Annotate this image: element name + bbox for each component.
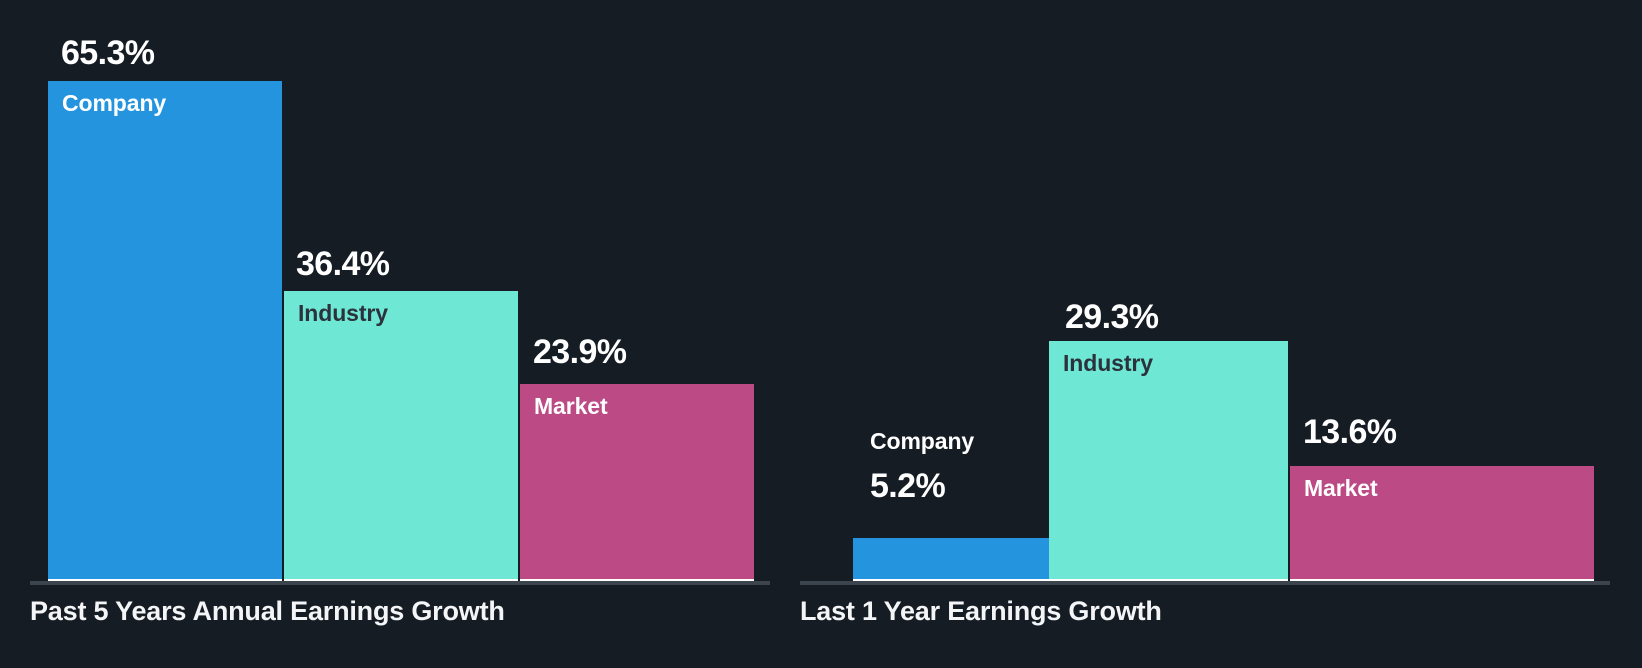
bar-market-right[interactable]: Market: [1290, 466, 1594, 583]
bar-value-market-right: 13.6%: [1303, 413, 1397, 451]
bar-company-left[interactable]: Company: [48, 81, 282, 583]
bar-label-company-left: Company: [62, 90, 167, 116]
axis-baseline-right: [800, 581, 1610, 585]
bar-industry-right[interactable]: Industry: [1049, 341, 1288, 583]
chart-title-left: Past 5 Years Annual Earnings Growth: [30, 596, 505, 626]
bar-value-company-right: 5.2%: [870, 467, 946, 505]
plot-area-left: Company 65.3% Industry 36.4% Market 23.9…: [0, 0, 800, 583]
chart-panel-past-5-years: Company 65.3% Industry 36.4% Market 23.9…: [0, 0, 800, 668]
bar-label-company-right: Company: [870, 428, 975, 454]
bar-label-market-right: Market: [1304, 475, 1378, 501]
chart-title-right: Last 1 Year Earnings Growth: [800, 596, 1162, 626]
bar-value-market-left: 23.9%: [533, 333, 627, 371]
bar-value-industry-right: 29.3%: [1065, 298, 1159, 336]
bar-market-left[interactable]: Market: [520, 384, 754, 583]
bar-industry-left[interactable]: Industry: [284, 291, 518, 583]
chart-panel-last-1-year: Company 5.2% Industry 29.3% Market 13.6%…: [800, 0, 1642, 668]
bar-label-industry-right: Industry: [1063, 350, 1153, 376]
bar-value-company-left: 65.3%: [61, 34, 155, 72]
bar-outside-label-company-right: Company 5.2%: [870, 428, 975, 505]
bar-label-industry-left: Industry: [298, 300, 388, 326]
plot-area-right: Company 5.2% Industry 29.3% Market 13.6%: [800, 0, 1642, 583]
bar-label-market-left: Market: [534, 393, 608, 419]
bar-value-industry-left: 36.4%: [296, 245, 390, 283]
axis-baseline-left: [30, 581, 770, 585]
